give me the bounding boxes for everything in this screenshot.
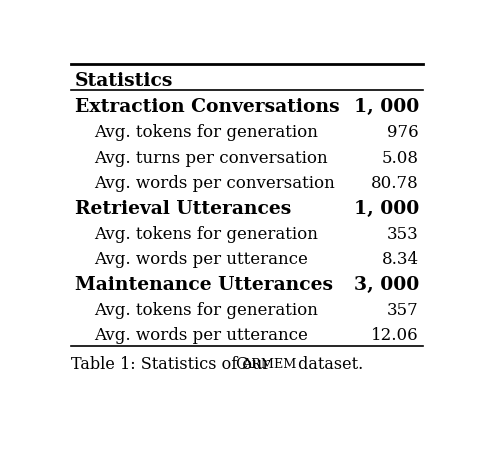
Text: Extraction Conversations: Extraction Conversations	[75, 98, 340, 116]
Text: Avg. words per utterance: Avg. words per utterance	[94, 251, 308, 267]
Text: 80.78: 80.78	[371, 175, 419, 192]
Text: Avg. words per conversation: Avg. words per conversation	[94, 175, 335, 192]
Text: Statistics: Statistics	[75, 72, 174, 90]
Text: 3, 000: 3, 000	[354, 276, 419, 294]
Text: 1, 000: 1, 000	[354, 98, 419, 116]
Text: Avg. words per utterance: Avg. words per utterance	[94, 327, 308, 344]
Text: 8.34: 8.34	[382, 251, 419, 267]
Text: 5.08: 5.08	[382, 149, 419, 166]
Text: Retrieval Utterances: Retrieval Utterances	[75, 199, 292, 217]
Text: dataset.: dataset.	[293, 355, 363, 373]
Text: 1, 000: 1, 000	[354, 199, 419, 217]
Text: Avg. tokens for generation: Avg. tokens for generation	[94, 226, 318, 242]
Text: Avg. tokens for generation: Avg. tokens for generation	[94, 124, 318, 141]
Text: 12.06: 12.06	[371, 327, 419, 344]
Text: Avg. turns per conversation: Avg. turns per conversation	[94, 149, 327, 166]
Text: Table 1: Statistics of our: Table 1: Statistics of our	[71, 355, 276, 373]
Text: C: C	[235, 355, 247, 373]
Text: 976: 976	[387, 124, 419, 141]
Text: 353: 353	[387, 226, 419, 242]
Text: 357: 357	[387, 301, 419, 318]
Text: Avg. tokens for generation: Avg. tokens for generation	[94, 301, 318, 318]
Text: ARMEM: ARMEM	[242, 358, 296, 370]
Text: Maintenance Utterances: Maintenance Utterances	[75, 276, 333, 294]
